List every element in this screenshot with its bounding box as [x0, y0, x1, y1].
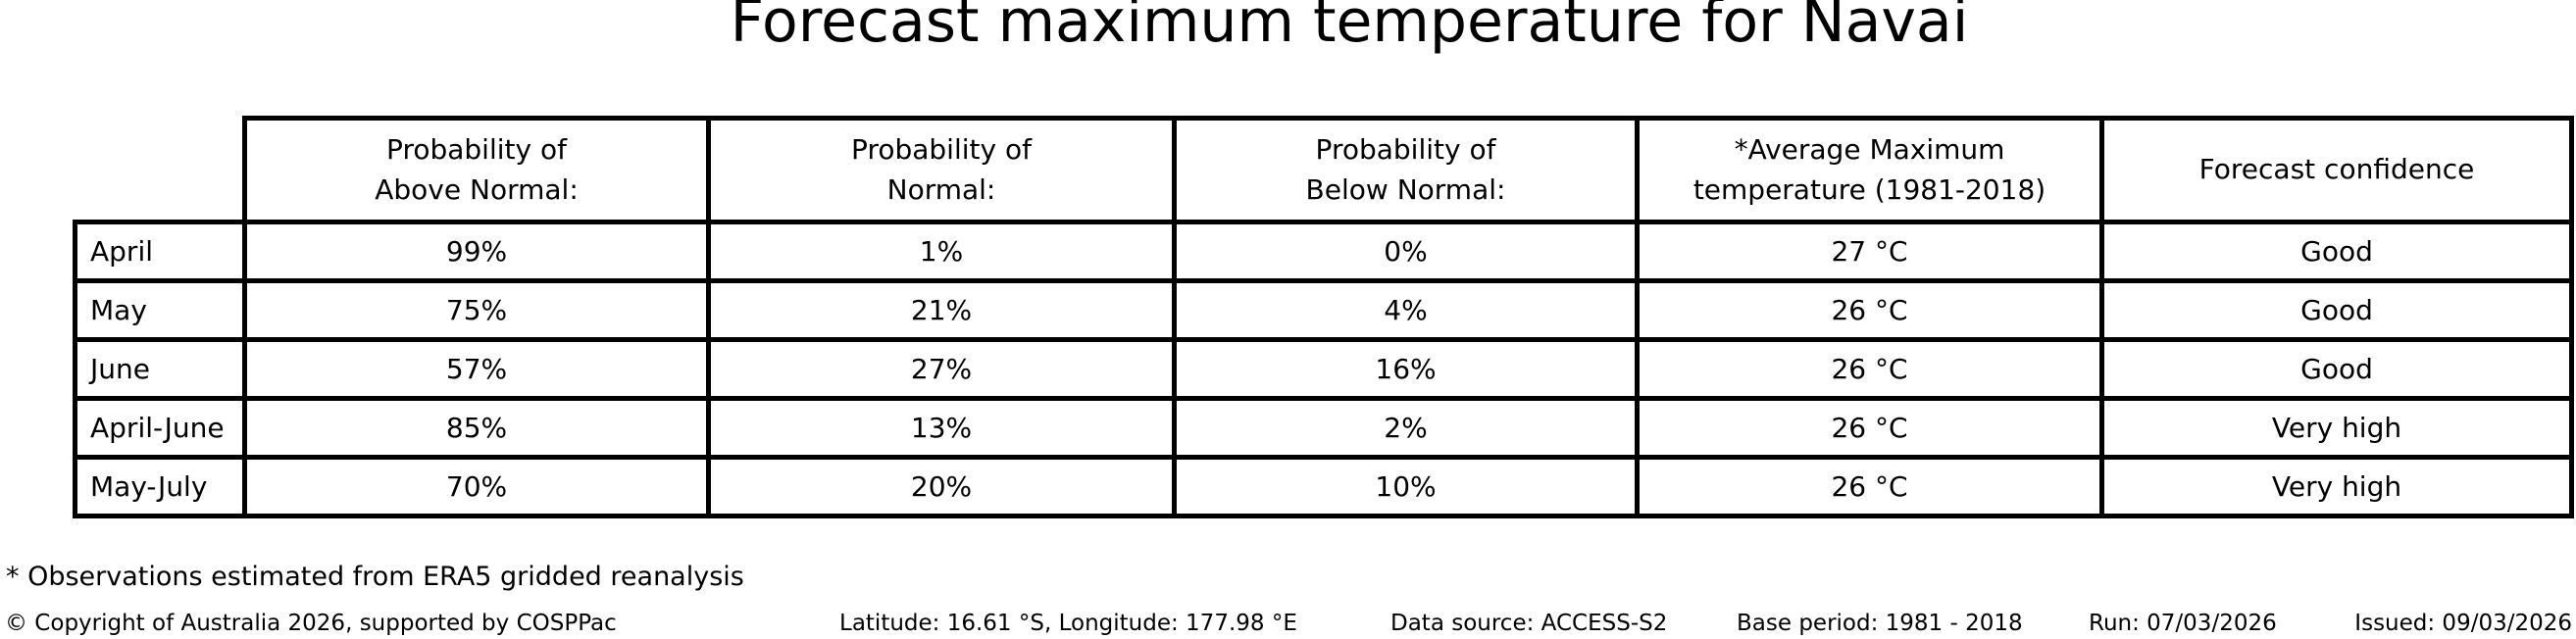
row-label-may-july: May-July: [73, 455, 247, 518]
header-corner-blank: [76, 119, 245, 222]
cell-above-normal: 75%: [242, 278, 711, 342]
cell-above-normal: 70%: [242, 455, 711, 518]
data-source-text: Data source: ACCESS-S2: [1390, 611, 1668, 636]
copyright-text: © Copyright of Australia 2026, supported…: [5, 611, 617, 636]
forecast-table: Probability of Above Normal: Probability…: [73, 116, 2574, 518]
table-row: May 75% 21% 4% 26 °C Good: [73, 278, 2574, 342]
cell-below-normal: 16%: [1172, 337, 1640, 401]
cell-below-normal: 2%: [1172, 396, 1640, 460]
cell-avg-temp: 26 °C: [1635, 278, 2104, 342]
header-prob-below-normal: Probability of Below Normal:: [1172, 116, 1640, 224]
table-row: June 57% 27% 16% 26 °C Good: [73, 337, 2574, 401]
cell-normal: 20%: [706, 455, 1177, 518]
lat-lon-text: Latitude: 16.61 °S, Longitude: 177.98 °E: [839, 611, 1297, 636]
header-prob-above-normal: Probability of Above Normal:: [242, 116, 711, 224]
cell-avg-temp: 26 °C: [1635, 455, 2104, 518]
table-row: April 99% 1% 0% 27 °C Good: [73, 220, 2574, 283]
cell-avg-temp: 26 °C: [1635, 337, 2104, 401]
cell-normal: 1%: [706, 220, 1177, 283]
cell-confidence: Good: [2099, 278, 2574, 342]
run-date-text: Run: 07/03/2026: [2089, 611, 2277, 636]
cell-above-normal: 57%: [242, 337, 711, 401]
observations-footnote: * Observations estimated from ERA5 gridd…: [6, 562, 744, 592]
page-title: Forecast maximum temperature for Navai: [730, 0, 1969, 56]
header-forecast-confidence: Forecast confidence: [2099, 116, 2574, 224]
cell-normal: 13%: [706, 396, 1177, 460]
cell-above-normal: 85%: [242, 396, 711, 460]
cell-confidence: Very high: [2099, 455, 2574, 518]
cell-avg-temp: 27 °C: [1635, 220, 2104, 283]
row-label-april-june: April-June: [73, 396, 247, 460]
cell-confidence: Good: [2099, 220, 2574, 283]
header-row: Probability of Above Normal: Probability…: [76, 116, 2574, 224]
cell-confidence: Very high: [2099, 396, 2574, 460]
cell-below-normal: 0%: [1172, 220, 1640, 283]
table-row: April-June 85% 13% 2% 26 °C Very high: [73, 396, 2574, 460]
row-label-may: May: [73, 278, 247, 342]
row-label-june: June: [73, 337, 247, 401]
cell-above-normal: 99%: [242, 220, 711, 283]
base-period-text: Base period: 1981 - 2018: [1737, 611, 2023, 636]
cell-avg-temp: 26 °C: [1635, 396, 2104, 460]
header-average-max-temperature: *Average Maximum temperature (1981-2018): [1635, 116, 2104, 224]
cell-below-normal: 10%: [1172, 455, 1640, 518]
cell-confidence: Good: [2099, 337, 2574, 401]
row-label-april: April: [73, 220, 247, 283]
table-row: May-July 70% 20% 10% 26 °C Very high: [73, 455, 2574, 518]
cell-normal: 21%: [706, 278, 1177, 342]
cell-below-normal: 4%: [1172, 278, 1640, 342]
header-prob-normal: Probability of Normal:: [706, 116, 1177, 224]
cell-normal: 27%: [706, 337, 1177, 401]
issued-date-text: Issued: 09/03/2026: [2354, 611, 2572, 636]
